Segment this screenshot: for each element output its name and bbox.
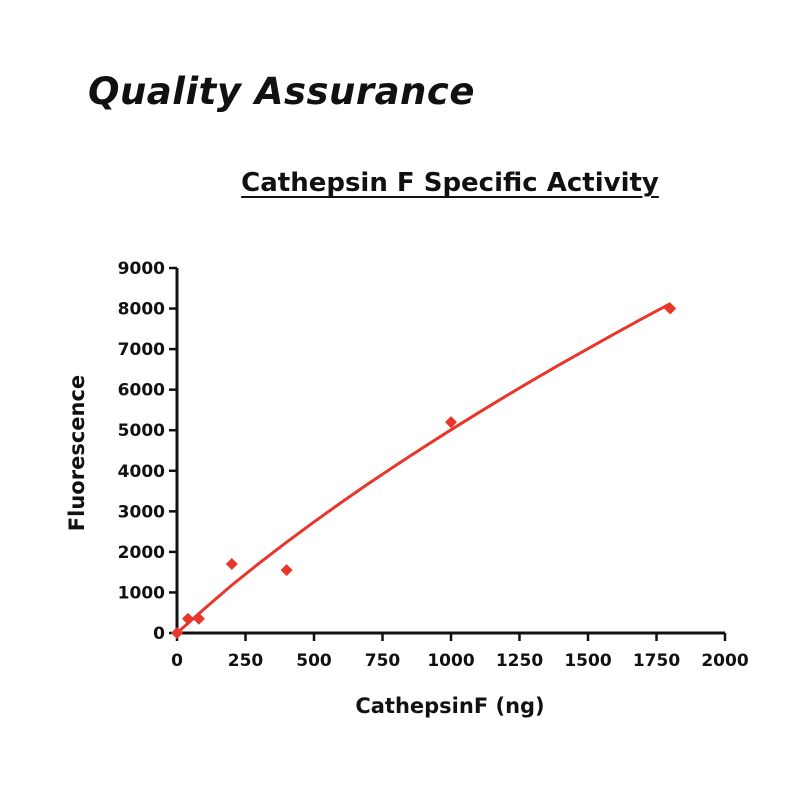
data-point — [280, 564, 293, 577]
y-tick-label: 7000 — [118, 340, 165, 360]
y-tick-label: 1000 — [118, 583, 165, 603]
x-axis-title: CathepsinF (ng) — [355, 694, 544, 718]
ticks: 0 250 500 750 1000 1250 1500 1750 2000 0 1000 2000 3… — [118, 259, 749, 671]
y-tick-label: 9000 — [118, 259, 165, 279]
x-tick-label: 1000 — [427, 651, 474, 671]
y-axis-title: Fluorescence — [65, 375, 89, 531]
data-point — [181, 612, 194, 625]
axes — [175, 268, 725, 635]
x-tick-label: 250 — [228, 651, 264, 671]
y-tick-label: 2000 — [118, 543, 165, 563]
x-tick-label: 0 — [171, 651, 183, 671]
y-tick-label: 4000 — [118, 462, 165, 482]
data-point — [225, 558, 238, 571]
chart-title: Cathepsin F Specific Activity — [241, 168, 659, 198]
data-point — [445, 416, 457, 429]
y-tick-label: 0 — [153, 624, 165, 644]
y-tick-label: 6000 — [118, 381, 165, 401]
x-tick-label: 1750 — [633, 651, 680, 671]
x-tick-label: 2000 — [701, 651, 748, 671]
x-tick-label: 1500 — [564, 651, 611, 671]
x-tick-label: 750 — [365, 651, 401, 671]
data-point — [664, 302, 677, 315]
y-tick-label: 3000 — [118, 502, 165, 522]
x-tick-label: 1250 — [496, 651, 543, 671]
y-tick-label: 8000 — [118, 300, 165, 320]
x-tick-label: 500 — [296, 651, 332, 671]
data-point — [192, 612, 205, 625]
page-heading: Quality Assurance — [88, 70, 475, 113]
y-tick-label: 5000 — [118, 421, 165, 441]
data-point — [171, 627, 183, 639]
data-points — [171, 302, 677, 639]
fit-line — [176, 302, 671, 635]
